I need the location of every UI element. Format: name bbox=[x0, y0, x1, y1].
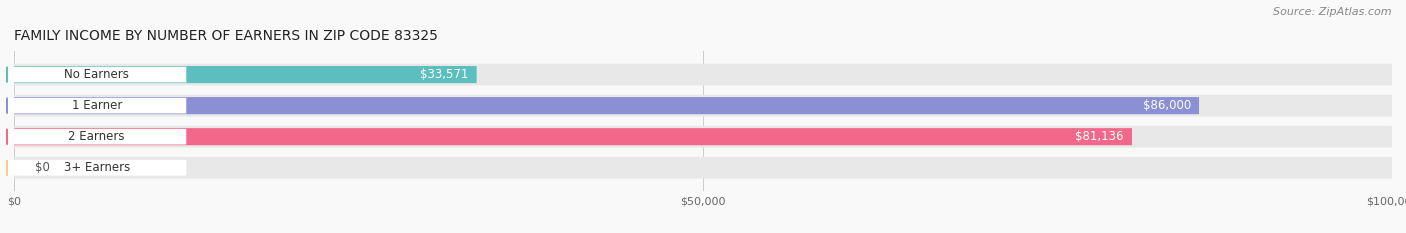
FancyBboxPatch shape bbox=[14, 66, 477, 83]
Text: 2 Earners: 2 Earners bbox=[69, 130, 125, 143]
Text: $86,000: $86,000 bbox=[1143, 99, 1191, 112]
FancyBboxPatch shape bbox=[14, 64, 1392, 86]
FancyBboxPatch shape bbox=[7, 98, 187, 113]
FancyBboxPatch shape bbox=[14, 95, 1392, 116]
Text: 1 Earner: 1 Earner bbox=[72, 99, 122, 112]
FancyBboxPatch shape bbox=[14, 157, 1392, 179]
FancyBboxPatch shape bbox=[14, 126, 1392, 147]
FancyBboxPatch shape bbox=[7, 129, 187, 144]
Text: $0: $0 bbox=[35, 161, 49, 174]
Text: No Earners: No Earners bbox=[65, 68, 129, 81]
Text: $33,571: $33,571 bbox=[420, 68, 468, 81]
Text: FAMILY INCOME BY NUMBER OF EARNERS IN ZIP CODE 83325: FAMILY INCOME BY NUMBER OF EARNERS IN ZI… bbox=[14, 29, 437, 43]
FancyBboxPatch shape bbox=[7, 160, 187, 176]
FancyBboxPatch shape bbox=[14, 128, 1132, 145]
FancyBboxPatch shape bbox=[14, 97, 1199, 114]
Text: $81,136: $81,136 bbox=[1076, 130, 1123, 143]
Text: Source: ZipAtlas.com: Source: ZipAtlas.com bbox=[1274, 7, 1392, 17]
FancyBboxPatch shape bbox=[7, 67, 187, 82]
Text: 3+ Earners: 3+ Earners bbox=[63, 161, 129, 174]
